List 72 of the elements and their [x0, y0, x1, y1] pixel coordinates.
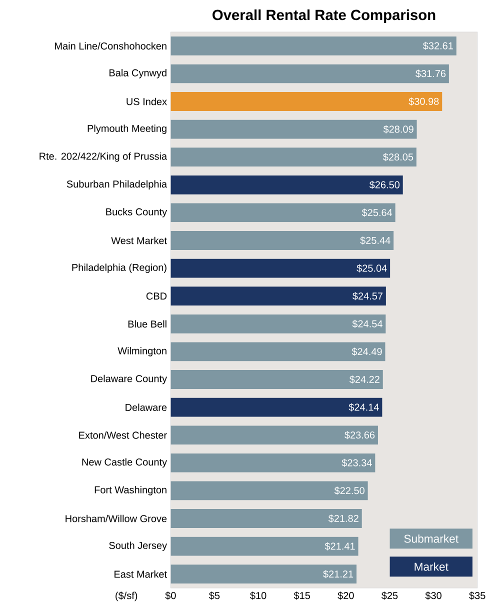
data-label: $26.50: [369, 180, 400, 189]
data-label: $23.34: [342, 458, 372, 467]
x-tick-label: $0: [165, 592, 176, 600]
bar: [170, 509, 362, 528]
data-label: $31.76: [416, 70, 446, 78]
bar: [170, 203, 396, 222]
bar: [170, 564, 357, 584]
y-tick-label: Exton/West Chester: [79, 431, 167, 439]
x-axis-title: ($/sf): [116, 592, 138, 602]
y-tick-label: West Market: [111, 236, 167, 244]
bar: [170, 64, 449, 84]
data-label: $21.41: [324, 542, 355, 550]
x-tick-label: $20: [338, 592, 354, 600]
y-tick-label: Plymouth Meeting: [88, 124, 166, 134]
data-label: $30.98: [408, 97, 439, 106]
bar: [170, 231, 394, 250]
data-label: $25.64: [362, 208, 392, 217]
data-label: $25.04: [356, 264, 387, 272]
y-tick-label: South Jersey: [109, 542, 168, 551]
data-label: $23.66: [344, 431, 375, 440]
x-tick-label: $25: [381, 592, 398, 600]
data-label: $25.44: [360, 236, 390, 245]
y-tick-label: Philadelphia (Region): [72, 264, 166, 273]
bar: [170, 258, 390, 278]
text: Submarket: [404, 534, 458, 543]
bar: [170, 453, 376, 472]
y-tick-label: New Castle County: [82, 458, 168, 468]
y-tick-label: Rte. 202/422/King of Prussia: [40, 152, 168, 162]
data-label: $21.21: [323, 570, 354, 578]
y-tick-label: US Index: [126, 98, 167, 106]
data-label: $22.50: [334, 486, 364, 495]
bar: [170, 286, 386, 306]
bar: [170, 481, 368, 500]
bar: [170, 148, 416, 167]
bar: [170, 342, 386, 362]
x-tick-label: $35: [469, 592, 486, 600]
data-label: $21.82: [328, 514, 358, 523]
data-label: $32.61: [422, 42, 453, 50]
bar: [170, 120, 417, 139]
data-label: $24.14: [348, 403, 379, 412]
y-tick-label: Delaware: [126, 404, 167, 411]
y-tick-label: Bala Cynwyd: [110, 69, 166, 78]
y-tick-label: East Market: [114, 570, 167, 578]
y-tick-label: Bucks County: [106, 208, 168, 218]
bar: [170, 536, 358, 556]
x-tick-label: $10: [250, 592, 266, 600]
data-label: $28.09: [383, 125, 414, 134]
x-tick-label: $5: [209, 592, 220, 600]
bar: [170, 398, 382, 417]
x-tick-label: $15: [294, 592, 310, 600]
data-label: $28.05: [383, 153, 414, 162]
text: Market: [414, 562, 448, 571]
bar: [170, 370, 383, 389]
y-tick-label: Delaware County: [91, 374, 168, 384]
y-tick-label: Blue Bell: [128, 320, 166, 328]
bar: [170, 426, 378, 445]
data-label: $24.54: [352, 320, 382, 328]
y-tick-label: Suburban Philadelphia: [66, 180, 168, 190]
y-tick-label: Main Line/Conshohocken: [55, 42, 166, 50]
data-label: $24.49: [352, 348, 382, 356]
bar: [170, 175, 403, 194]
bar: [170, 314, 386, 334]
y-tick-label: Fort Washington: [94, 486, 166, 496]
y-tick-label: CBD: [146, 292, 167, 300]
x-tick-label: $30: [425, 592, 442, 600]
y-tick-label: Horsham/Willow Grove: [66, 514, 167, 522]
data-label: $24.22: [349, 375, 380, 384]
data-label: $24.57: [352, 292, 383, 300]
bar: [170, 36, 456, 56]
bar: [170, 92, 442, 111]
chart-title: Overall Rental Rate Comparison: [212, 9, 436, 24]
y-tick-label: Wilmington: [118, 347, 166, 356]
